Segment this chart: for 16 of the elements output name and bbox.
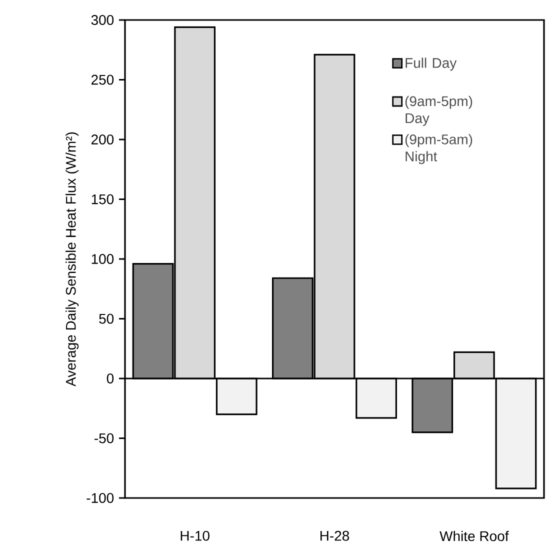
y-tick-label: -100: [86, 493, 114, 503]
x-tick-label: White Roof: [440, 530, 509, 542]
y-tick-label: 300: [91, 15, 114, 25]
y-tick-label: 0: [106, 374, 114, 384]
x-tick-label: H-10: [180, 530, 210, 541]
y-tick-label: 150: [92, 194, 114, 204]
y-tick-label: 50: [99, 314, 114, 324]
legend-label: Full Day: [406, 58, 457, 71]
legend-label: (9am-5pm) Day: [405, 96, 472, 126]
y-tick-label: 250: [91, 74, 114, 85]
y-tick-label: 200: [91, 134, 114, 144]
y-axis-title: Average Daily Sensible Heat Flux (W/m²): [66, 132, 79, 386]
y-tick-label: -50: [94, 433, 114, 444]
y-tick-label: 100: [92, 254, 114, 264]
x-tick-label: H-28: [320, 530, 350, 541]
legend-label: (9pm-5am) Night: [405, 134, 472, 164]
